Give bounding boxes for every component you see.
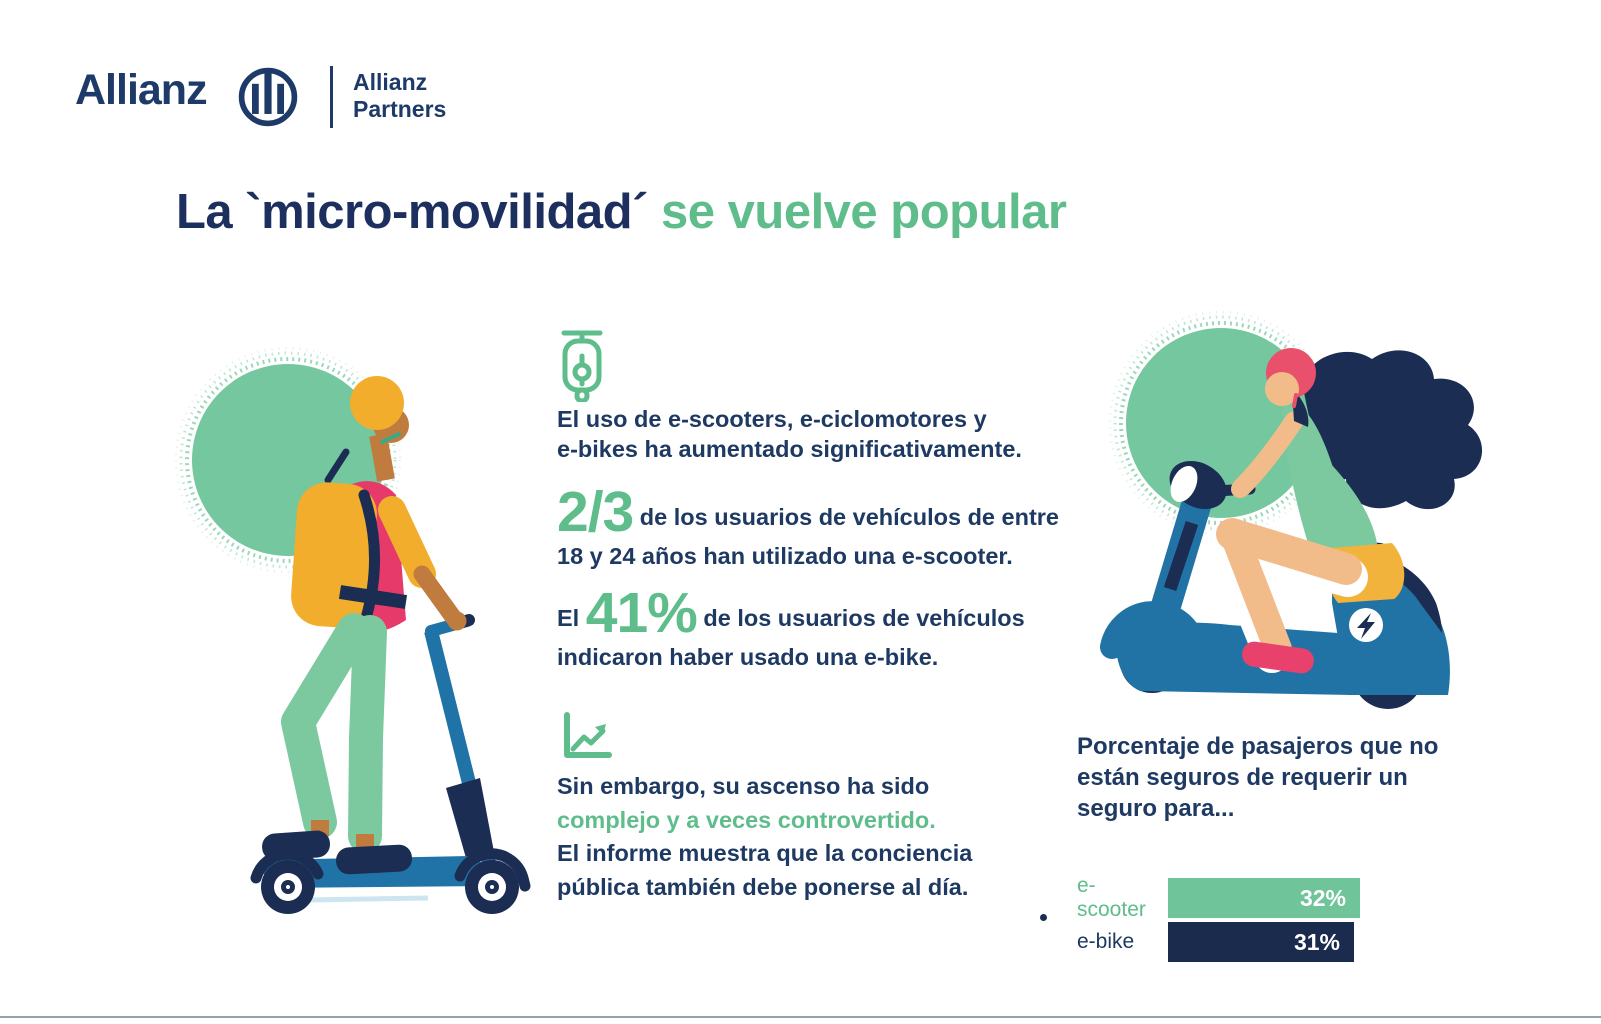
yellow-helmet xyxy=(350,376,404,430)
caveat-line-3: El informe muestra que la conciencia xyxy=(557,840,973,866)
chart-row-escooter: e-scooter 32% xyxy=(1077,874,1360,921)
stat-two-thirds-value: 2/3 xyxy=(557,480,634,544)
rider-hand xyxy=(1231,480,1249,498)
bar-chart: e-scooter 32% e-bike 31% xyxy=(1077,874,1360,966)
chart-bar-label: e-scooter xyxy=(1077,874,1146,921)
chart-title-line-2: están seguros de requerir un xyxy=(1077,764,1408,791)
stat-two-thirds: 2/3 de los usuarios de vehículos de entr… xyxy=(557,484,1117,572)
stat-fortyone-line-1: de los usuarios de vehículos xyxy=(703,605,1025,631)
intro-text: El uso de e-scooters, e-ciclomotores y e… xyxy=(557,404,1117,464)
chart-bar-label: e-bike xyxy=(1077,930,1135,953)
caveat-line-4: pública también debe ponerse al día. xyxy=(557,873,969,900)
pink-sneaker xyxy=(1242,641,1314,674)
rider-face xyxy=(1265,372,1299,406)
chart-bar-value: 31% xyxy=(1293,928,1340,955)
page-title: La `micro-movilidad´ se vuelve popular xyxy=(176,184,1067,240)
moped-rider-illustration xyxy=(1100,310,1483,709)
scooter-front-wheel xyxy=(465,860,519,914)
stat-fortyone-line-2: indicaron haber usado una e-bike. xyxy=(557,644,939,670)
chart-bar-value: 32% xyxy=(1299,884,1346,911)
caveat-line-2-highlight: complejo y a veces controvertido. xyxy=(557,806,936,833)
partner-line-1: Allianz xyxy=(353,69,428,95)
chart-row-ebike: e-bike 31% xyxy=(1077,922,1360,962)
headlight xyxy=(1170,465,1198,503)
page-title-highlight: se vuelve popular xyxy=(661,185,1067,239)
chart-title-line-3: seguro para... xyxy=(1077,795,1235,822)
chart-title-line-1: Porcentaje de pasajeros que no xyxy=(1077,733,1439,760)
flowing-hair xyxy=(1302,350,1483,510)
intro-line-1: El uso de e-scooters, e-ciclomotores y xyxy=(557,406,987,432)
rider-hand xyxy=(447,611,467,631)
front-shoe xyxy=(336,844,413,875)
brand-divider xyxy=(330,66,333,128)
moped-front-icon xyxy=(561,330,603,402)
stat-fortyone-value: 41% xyxy=(585,581,698,645)
page-title-navy: La `micro-movilidad´ xyxy=(176,185,648,239)
allianz-wordmark: Allianz xyxy=(75,66,208,114)
e-scooter xyxy=(250,614,531,914)
electric-badge xyxy=(1349,608,1383,642)
line-chart-up-icon xyxy=(564,712,612,758)
intro-line-2: e-bikes ha aumentado significativamente. xyxy=(557,436,1022,462)
partner-name: Allianz Partners xyxy=(353,69,446,123)
decorative-dot xyxy=(1040,914,1047,921)
caveat-text: Sin embargo, su ascenso ha sido complejo… xyxy=(557,770,1117,904)
stat-two-thirds-line-2: 18 y 24 años han utilizado una e-scooter… xyxy=(557,543,1013,569)
rear-shoe xyxy=(262,830,331,861)
stat-fortyone-prefix: El xyxy=(557,605,580,631)
stat-fortyone: El 41% de los usuarios de vehículos indi… xyxy=(557,585,1117,673)
partner-line-2: Partners xyxy=(353,96,447,122)
moped-rider xyxy=(1208,348,1405,674)
scooter-rider-illustration xyxy=(174,346,531,914)
chart-bar: 32% xyxy=(1168,878,1360,918)
allianz-logo-icon xyxy=(238,67,298,127)
chart-bar: 31% xyxy=(1168,922,1354,962)
lightning-icon xyxy=(1357,613,1375,639)
bottom-rule xyxy=(0,1016,1601,1018)
chart-title: Porcentaje de pasajeros que no están seg… xyxy=(1077,731,1438,824)
scooter-rider xyxy=(262,376,467,875)
caveat-line-1: Sin embargo, su ascenso ha sido xyxy=(557,773,930,799)
stat-two-thirds-line-1: de los usuarios de vehículos de entre xyxy=(639,504,1059,530)
scooter-rear-wheel xyxy=(261,860,315,914)
